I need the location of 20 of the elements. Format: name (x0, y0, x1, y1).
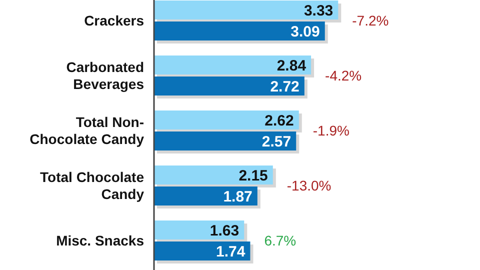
y-tick-label: Total Non-Chocolate Candy (30, 114, 144, 148)
data-label: 3.09 (290, 23, 320, 40)
data-label: 3.33 (304, 2, 334, 20)
annotation: 6.7% (264, 232, 296, 249)
data-label: 2.62 (264, 112, 294, 130)
y-tick-label: Total Chocolate Candy (40, 169, 144, 202)
data-label: 2.15 (238, 167, 268, 184)
data-label: 1.74 (216, 243, 246, 260)
data-label: 2.72 (270, 78, 300, 96)
data-label: 2.84 (276, 57, 307, 74)
annotation: -13.0% (286, 178, 332, 194)
data-label: 1.63 (210, 222, 240, 240)
annotation: -7.2% (352, 12, 389, 29)
data-label: 2.57 (262, 133, 292, 150)
y-tick-label: Carbonated Beverages (66, 59, 144, 92)
annotation: -4.2% (325, 68, 362, 84)
annotation: -1.9% (312, 122, 350, 139)
y-tick-label: Misc. Snacks (56, 232, 144, 249)
data-label: 1.87 (223, 188, 252, 206)
y-tick-label: Crackers (84, 12, 144, 29)
